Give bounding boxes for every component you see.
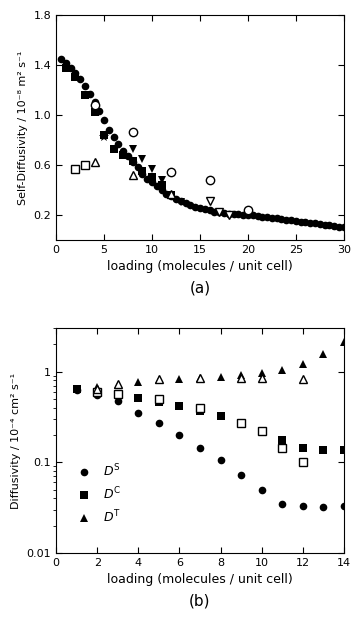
sim circles <box>59 55 63 62</box>
exp squares <box>73 165 77 172</box>
sim squares <box>169 191 173 198</box>
X-axis label: loading (molecules / unit cell): loading (molecules / unit cell) <box>107 574 293 586</box>
Line: sim tri_down: sim tri_down <box>129 145 185 206</box>
sim squares <box>92 109 97 116</box>
exp circles <box>246 206 250 213</box>
sim tri_down <box>178 198 183 206</box>
exp tri_up <box>131 171 135 179</box>
sim squares <box>64 64 68 71</box>
exp tri_down <box>207 197 212 205</box>
sim tri_down <box>140 155 145 163</box>
Text: (a): (a) <box>189 280 211 295</box>
Line: exp tri_up: exp tri_up <box>90 158 175 198</box>
sim circles <box>236 210 240 218</box>
exp tri_up <box>92 159 97 166</box>
sim squares <box>160 181 164 188</box>
exp squares <box>83 161 87 169</box>
exp circles <box>131 129 135 136</box>
sim tri_down <box>131 145 135 152</box>
Text: (b): (b) <box>189 593 211 608</box>
Line: sim circles: sim circles <box>57 55 348 231</box>
sim circles <box>131 159 135 166</box>
sim circles <box>150 179 154 186</box>
sim circles <box>155 182 159 190</box>
Line: exp squares: exp squares <box>71 161 89 173</box>
sim squares <box>121 151 126 159</box>
sim circles <box>140 170 145 177</box>
sim tri_down <box>160 176 164 184</box>
sim squares <box>131 158 135 165</box>
sim tri_down <box>169 192 173 200</box>
sim squares <box>150 174 154 181</box>
sim squares <box>140 167 145 175</box>
Line: exp circles: exp circles <box>90 101 252 214</box>
Y-axis label: Diffusivity / 10⁻⁴ cm² s⁻¹: Diffusivity / 10⁻⁴ cm² s⁻¹ <box>11 373 21 509</box>
sim circles <box>342 224 346 231</box>
X-axis label: loading (molecules / unit cell): loading (molecules / unit cell) <box>107 260 293 273</box>
exp tri_down <box>217 208 221 216</box>
sim circles <box>107 126 111 133</box>
sim squares <box>83 91 87 99</box>
sim squares <box>73 74 77 81</box>
exp circles <box>92 101 97 109</box>
sim squares <box>102 131 106 138</box>
sim squares <box>111 145 116 152</box>
Y-axis label: Self-Diffusivity / 10⁻⁸ m² s⁻¹: Self-Diffusivity / 10⁻⁸ m² s⁻¹ <box>18 50 28 205</box>
sim tri_down <box>150 165 154 172</box>
exp tri_down <box>227 211 231 218</box>
exp circles <box>169 169 173 176</box>
Line: sim squares: sim squares <box>62 64 175 198</box>
Line: exp tri_down: exp tri_down <box>205 197 233 219</box>
exp tri_up <box>169 190 173 197</box>
Legend: $D^\mathrm{S}$, $D^\mathrm{C}$, $D^\mathrm{T}$: $D^\mathrm{S}$, $D^\mathrm{C}$, $D^\math… <box>68 459 125 529</box>
exp circles <box>207 176 212 184</box>
